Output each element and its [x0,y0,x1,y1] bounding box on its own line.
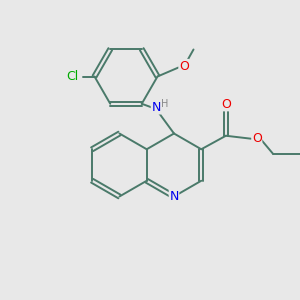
Text: H: H [161,99,169,110]
Text: O: O [221,98,231,111]
Text: N: N [151,101,161,114]
Text: Cl: Cl [67,70,79,83]
Text: O: O [179,59,189,73]
Text: O: O [252,132,262,145]
Text: N: N [169,190,179,203]
